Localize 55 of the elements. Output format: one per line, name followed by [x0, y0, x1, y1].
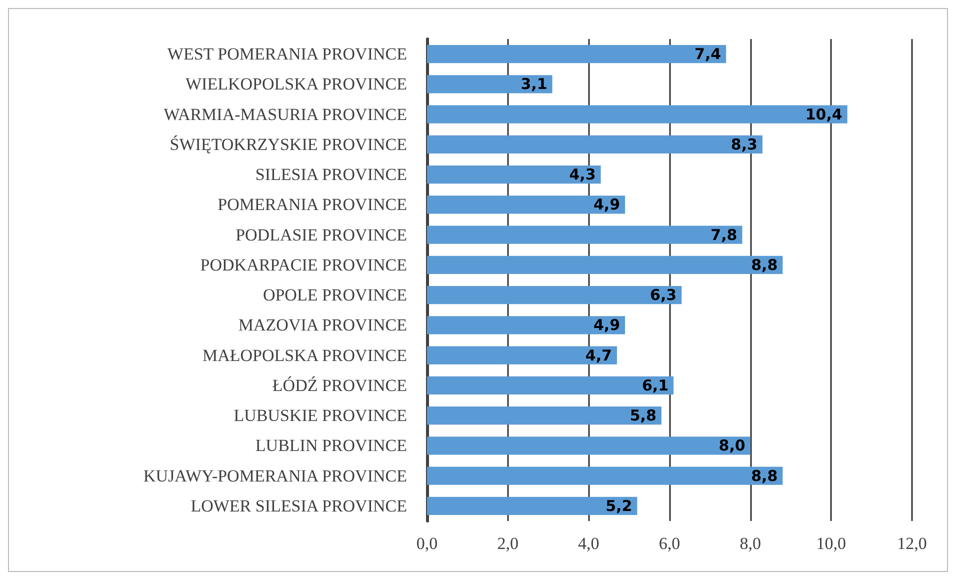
- bar: [427, 316, 626, 334]
- y-tick-label: OPOLE PROVINCE: [262, 286, 407, 305]
- bar: [427, 376, 674, 394]
- y-tick-label: POMERANIA PROVINCE: [218, 195, 407, 214]
- data-label: 4,9: [593, 316, 620, 334]
- bar: [427, 135, 762, 154]
- data-label: 4,7: [585, 346, 612, 364]
- bar: [427, 196, 626, 214]
- x-tick-label: 6,0: [658, 534, 680, 553]
- bar: [427, 166, 601, 184]
- bar: [427, 226, 742, 244]
- bar: [427, 466, 783, 485]
- data-label: 8,0: [718, 436, 746, 455]
- data-label: 5,8: [630, 406, 656, 425]
- y-tick-label: LUBUSKIE PROVINCE: [234, 406, 407, 426]
- y-tick-label: KUJAWY-POMERANIA PROVINCE: [143, 466, 407, 486]
- y-tick-label: PODLASIE PROVINCE: [236, 225, 407, 244]
- y-tick-label: ŚWIĘTOKRZYSKIE PROVINCE: [170, 134, 407, 154]
- data-label: 6,3: [650, 286, 677, 304]
- data-label: 8,8: [751, 256, 778, 274]
- y-tick-label: LUBLIN PROVINCE: [255, 436, 407, 456]
- x-tick-label: 12,0: [897, 534, 927, 553]
- data-label: 4,3: [569, 166, 596, 184]
- bar: [427, 45, 726, 64]
- y-tick-label: ŁÓDŹ PROVINCE: [272, 376, 407, 395]
- bar: [427, 105, 848, 124]
- y-tick-label: MAŁOPOLSKA PROVINCE: [202, 346, 407, 365]
- data-label: 7,8: [710, 226, 738, 244]
- data-label: 10,4: [805, 105, 842, 124]
- x-tick-label: 8,0: [740, 534, 761, 553]
- bar: [427, 256, 783, 274]
- data-label: 5,2: [606, 496, 632, 515]
- x-tick-label: 4,0: [578, 534, 600, 553]
- y-tick-label: WEST POMERANIA PROVINCE: [167, 44, 407, 64]
- data-label: 3,1: [520, 75, 548, 94]
- data-label: 8,3: [730, 135, 758, 154]
- bar: [427, 346, 617, 364]
- data-label: 4,9: [593, 196, 620, 214]
- bar: [427, 496, 638, 515]
- y-tick-label: LOWER SILESIA PROVINCE: [190, 496, 407, 516]
- y-tick-label: PODKARPACIE PROVINCE: [200, 255, 407, 274]
- y-tick-label: WARMIA-MASURIA PROVINCE: [164, 104, 407, 124]
- y-tick-label: SILESIA PROVINCE: [255, 165, 407, 184]
- data-label: 7,4: [694, 45, 722, 64]
- y-tick-label: MAZOVIA PROVINCE: [238, 316, 407, 335]
- data-label: 8,8: [751, 466, 778, 485]
- bar: [427, 286, 682, 304]
- bar: [427, 75, 552, 94]
- x-tick-label: 10,0: [816, 534, 846, 553]
- data-label: 6,1: [642, 376, 669, 394]
- y-tick-label: WIELKOPOLSKA PROVINCE: [186, 74, 407, 94]
- bar: [427, 406, 662, 425]
- x-tick-label: 2,0: [497, 534, 518, 553]
- bar: [427, 436, 750, 455]
- x-tick-label: 0,0: [416, 534, 438, 553]
